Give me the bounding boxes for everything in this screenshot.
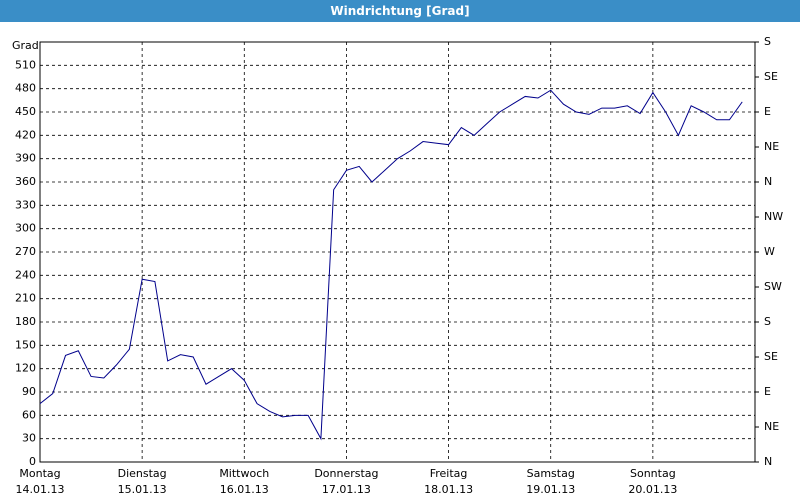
y-tick-label: 210 xyxy=(15,292,36,305)
x-tick-label: Montag xyxy=(19,467,60,480)
x-tick-date: 20.01.13 xyxy=(628,483,677,496)
y-tick-label: 330 xyxy=(15,198,36,211)
y-tick-label: 180 xyxy=(15,315,36,328)
y-tick-label: 120 xyxy=(15,362,36,375)
y2-tick-label: NE xyxy=(764,420,779,433)
y-tick-label: 30 xyxy=(22,432,36,445)
y2-tick-label: E xyxy=(764,105,771,118)
y-tick-label: 450 xyxy=(15,105,36,118)
y-tick-label: 0 xyxy=(29,455,36,468)
y-tick-label: 270 xyxy=(15,245,36,258)
y-tick-label: 480 xyxy=(15,82,36,95)
x-tick-date: 19.01.13 xyxy=(526,483,575,496)
chart-title: Windrichtung [Grad] xyxy=(0,0,800,22)
x-tick-date: 17.01.13 xyxy=(322,483,371,496)
y-tick-label: 150 xyxy=(15,338,36,351)
x-tick-label: Sonntag xyxy=(630,467,676,480)
x-tick-date: 15.01.13 xyxy=(118,483,167,496)
y2-tick-label: N xyxy=(764,175,772,188)
y2-tick-label: E xyxy=(764,385,771,398)
y2-tick-label: S xyxy=(764,35,771,48)
x-tick-date: 14.01.13 xyxy=(16,483,65,496)
y-axis-label: Grad xyxy=(12,39,39,52)
x-tick-label: Mittwoch xyxy=(219,467,269,480)
y-tick-label: 90 xyxy=(22,385,36,398)
y-tick-label: 420 xyxy=(15,128,36,141)
y2-tick-label: NW xyxy=(764,210,783,223)
x-tick-label: Freitag xyxy=(430,467,468,480)
y2-tick-label: SE xyxy=(764,350,778,363)
y-tick-label: 300 xyxy=(15,222,36,235)
y-tick-label: 390 xyxy=(15,152,36,165)
x-tick-date: 16.01.13 xyxy=(220,483,269,496)
y2-tick-label: W xyxy=(764,245,775,258)
x-tick-label: Samstag xyxy=(527,467,575,480)
y2-tick-label: N xyxy=(764,455,772,468)
data-line xyxy=(39,89,743,441)
y-tick-label: 360 xyxy=(15,175,36,188)
y-tick-label: 240 xyxy=(15,268,36,281)
y-tick-label: 60 xyxy=(22,408,36,421)
x-tick-label: Donnerstag xyxy=(314,467,378,480)
y2-tick-label: NE xyxy=(764,140,779,153)
x-tick-label: Dienstag xyxy=(118,467,167,480)
y-tick-label: 510 xyxy=(15,58,36,71)
y2-tick-label: SE xyxy=(764,70,778,83)
y2-tick-label: S xyxy=(764,315,771,328)
x-tick-date: 18.01.13 xyxy=(424,483,473,496)
y2-tick-label: SW xyxy=(764,280,782,293)
